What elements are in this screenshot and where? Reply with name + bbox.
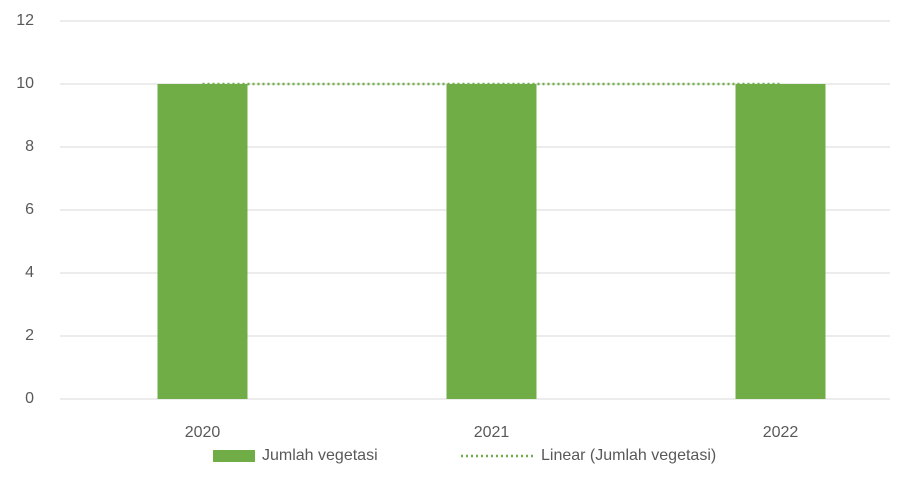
y-tick-label: 12 (16, 12, 34, 29)
x-tick-label: 2020 (185, 424, 221, 441)
y-tick-label: 4 (25, 264, 34, 281)
y-tick-label: 2 (25, 327, 34, 344)
y-tick-label: 10 (16, 75, 34, 92)
x-tick-label: 2022 (763, 424, 799, 441)
y-tick-label: 6 (25, 201, 34, 218)
y-tick-label: 8 (25, 138, 34, 155)
legend-label: Jumlah vegetasi (262, 447, 378, 464)
legend-label: Linear (Jumlah vegetasi) (541, 447, 716, 464)
x-tick-label: 2021 (474, 424, 510, 441)
y-tick-label: 0 (25, 390, 34, 407)
bar (735, 84, 826, 399)
legend-swatch (213, 450, 255, 462)
bar (157, 84, 248, 399)
bar (446, 84, 537, 399)
